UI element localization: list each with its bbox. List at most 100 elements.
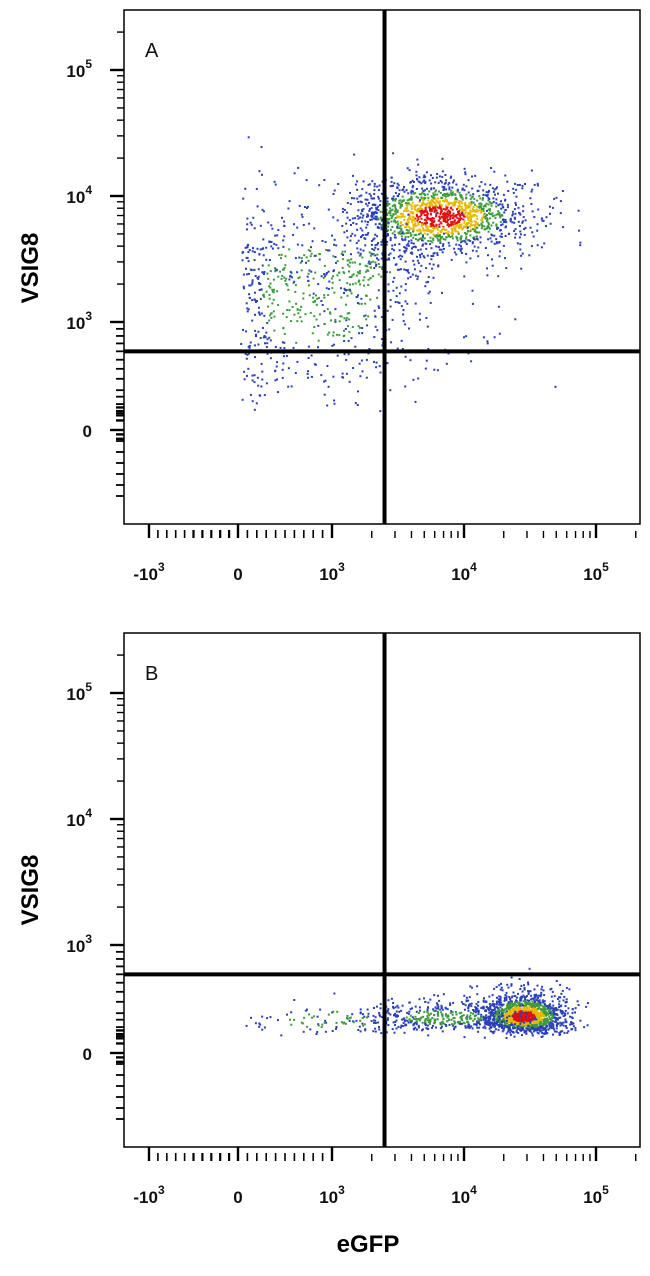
event-dot: [270, 316, 273, 319]
event-dot: [431, 196, 434, 199]
event-dot: [436, 212, 439, 215]
event-dot: [416, 204, 419, 207]
event-dot: [361, 216, 364, 219]
event-dot: [475, 1007, 477, 1010]
event-dot: [532, 1002, 534, 1005]
event-dot: [390, 220, 393, 223]
event-dot: [587, 1002, 589, 1005]
event-dot: [352, 367, 355, 369]
event-dot: [385, 208, 388, 211]
event-dot: [556, 1008, 559, 1011]
event-dot: [500, 224, 503, 227]
event-dot: [533, 1017, 536, 1020]
event-dot: [423, 179, 426, 182]
event-dot: [485, 1000, 488, 1003]
event-dot: [429, 1018, 432, 1021]
event-dot: [420, 237, 423, 240]
event-dot: [476, 1007, 479, 1010]
event-dot: [555, 1013, 558, 1016]
event-dot: [249, 393, 252, 396]
event-dot: [465, 996, 468, 999]
event-dot: [530, 169, 533, 172]
event-dot: [320, 275, 323, 278]
event-dot: [487, 223, 490, 226]
event-dot: [394, 199, 397, 202]
event-dot: [522, 1004, 524, 1007]
event-dot: [537, 208, 540, 211]
event-dot: [412, 246, 415, 248]
event-dot: [310, 354, 313, 357]
event-dot: [432, 217, 435, 220]
event-dot: [397, 1006, 400, 1009]
event-dot: [409, 211, 412, 213]
event-dot: [435, 176, 438, 179]
event-dot: [305, 179, 308, 182]
event-dot: [405, 228, 408, 231]
event-dot: [455, 215, 458, 218]
event-dot: [426, 210, 428, 213]
event-dot: [456, 208, 458, 211]
event-dot: [464, 173, 467, 176]
event-dot: [342, 210, 344, 213]
event-dot: [248, 284, 251, 287]
event-dot: [533, 183, 536, 186]
event-dot: [440, 196, 443, 199]
event-dot: [412, 216, 414, 218]
event-dot: [422, 239, 425, 242]
event-dot: [398, 227, 401, 230]
event-dot: [463, 219, 466, 222]
event-dot: [248, 249, 251, 251]
event-dot: [286, 284, 289, 287]
event-dot: [376, 257, 378, 260]
event-dot: [453, 1026, 456, 1029]
event-dot: [373, 189, 376, 192]
event-dot: [258, 289, 261, 291]
event-dot: [356, 188, 359, 191]
event-dot: [380, 228, 383, 231]
event-dot: [526, 1017, 529, 1020]
event-dot: [419, 254, 421, 256]
event-dot: [465, 225, 468, 228]
event-dot: [543, 1027, 546, 1030]
event-dot: [511, 221, 514, 224]
event-dot: [348, 265, 351, 268]
event-dot: [521, 1034, 523, 1037]
event-dot: [505, 267, 508, 270]
event-dot: [453, 251, 456, 254]
event-dot: [469, 223, 472, 226]
event-dot: [293, 172, 296, 175]
event-dot: [346, 236, 349, 239]
event-dot: [519, 988, 522, 990]
event-dot: [254, 1022, 257, 1025]
event-dot: [547, 1007, 550, 1010]
event-dot: [479, 236, 482, 239]
event-dot: [412, 1017, 415, 1020]
event-dot: [430, 182, 433, 185]
event-dot: [455, 200, 458, 203]
event-dot: [301, 260, 303, 263]
event-dot: [245, 1024, 248, 1027]
event-dot: [502, 206, 505, 209]
event-dot: [350, 253, 352, 256]
event-dot: [455, 229, 458, 232]
event-dot: [268, 285, 271, 288]
event-dot: [498, 1011, 501, 1014]
event-dot: [376, 243, 379, 246]
event-dot: [440, 215, 443, 218]
event-dot: [341, 1021, 343, 1024]
event-dot: [426, 1028, 429, 1031]
event-dot: [417, 1024, 420, 1027]
event-dot: [414, 1021, 417, 1024]
event-dot: [502, 244, 505, 247]
event-dot: [456, 217, 459, 220]
x-tick-label: 0: [233, 1188, 242, 1207]
event-dot: [512, 1025, 515, 1028]
event-dot: [438, 200, 441, 203]
event-dot: [460, 235, 463, 238]
event-dot: [498, 1015, 500, 1018]
event-dot: [463, 336, 465, 339]
event-dot: [511, 1002, 514, 1005]
event-dot: [258, 170, 261, 173]
event-dot: [364, 198, 367, 201]
event-dot: [442, 993, 445, 996]
